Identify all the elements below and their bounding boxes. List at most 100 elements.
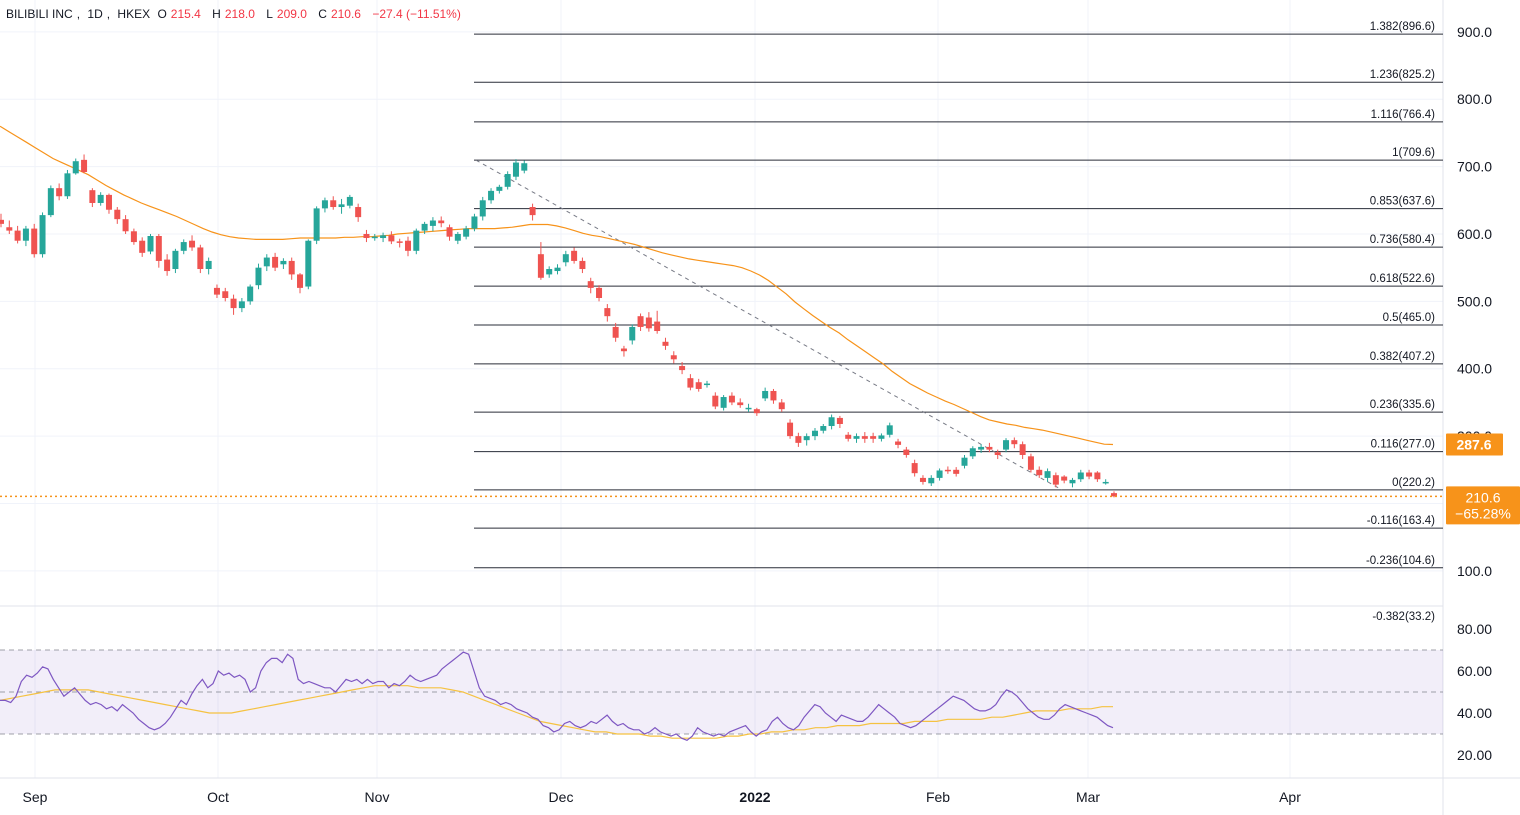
candle-body	[155, 236, 162, 261]
candle-body	[272, 256, 279, 268]
candle-body	[438, 220, 445, 224]
trend-line[interactable]	[475, 159, 1063, 491]
rsi-axis-tick: 60.00	[1457, 663, 1492, 679]
candle-body	[994, 452, 1001, 455]
candle-body	[546, 269, 553, 275]
candle-body	[853, 436, 860, 439]
rsi-line	[0, 651, 1114, 741]
candle-body	[986, 446, 993, 450]
candle-body	[728, 395, 735, 403]
candle-body	[479, 200, 486, 217]
candle-body	[1111, 493, 1117, 497]
fib-level-label: -0.236(104.6)	[1366, 555, 1435, 567]
candle-body	[305, 240, 312, 287]
fib-trend-line	[475, 159, 1063, 491]
candle-body	[537, 254, 544, 278]
candle-body	[870, 436, 877, 439]
candle-body	[745, 407, 752, 410]
candle-body	[845, 434, 852, 439]
candle-body	[861, 436, 868, 439]
candle-body	[0, 219, 4, 224]
candle-body	[22, 228, 29, 241]
candle-body	[961, 457, 968, 466]
candle-body	[404, 240, 411, 251]
symbol-name[interactable]: BILIBILI INC	[6, 7, 73, 21]
candle-body	[114, 209, 121, 220]
price-badges: 287.6 210.6−65.28%	[1446, 433, 1520, 525]
time-axis-label: Apr	[1279, 789, 1301, 805]
last-change-text: −65.28%	[1455, 505, 1511, 521]
candle-body	[787, 422, 794, 437]
candle-body	[6, 227, 13, 231]
price-axis-tick: 700.0	[1457, 159, 1492, 175]
fib-level-label: 0.736(580.4)	[1370, 234, 1435, 246]
candle-body	[222, 291, 229, 298]
ohlc-low: L 209.0	[266, 7, 307, 21]
candle-body	[612, 326, 619, 338]
candle-body	[338, 204, 345, 208]
candle-body	[629, 326, 636, 341]
candle-body	[770, 390, 777, 401]
time-axis-label: 2022	[739, 789, 770, 805]
candle-body	[579, 260, 586, 270]
rsi-axis-tick: 80.00	[1457, 621, 1492, 637]
candle-body	[313, 208, 320, 241]
fib-level-label: 0.382(407.2)	[1370, 351, 1435, 363]
candle-body	[147, 236, 154, 252]
candle-body	[936, 470, 943, 478]
rsi-pane	[0, 649, 1443, 741]
fib-level-label: 0.853(637.6)	[1370, 196, 1435, 208]
candle-body	[737, 402, 744, 406]
candle-body	[1102, 481, 1109, 484]
candle-body	[645, 317, 652, 329]
candle-body	[280, 260, 287, 265]
ma-value-badge	[1446, 433, 1503, 456]
ohlc-change: −27.4 (−11.51%)	[372, 7, 461, 21]
candle-body	[886, 425, 893, 435]
candle-body	[105, 194, 112, 210]
candle-body	[720, 397, 727, 408]
candle-body	[180, 242, 187, 251]
candle-body	[139, 240, 146, 253]
candle-body	[371, 236, 378, 239]
candle-body	[213, 287, 220, 295]
candle-body	[488, 190, 495, 201]
fib-level-label: -0.382(33.2)	[1372, 611, 1435, 623]
candle-body	[263, 257, 270, 267]
fibonacci-levels[interactable]: 1.382(896.6) 1.236(825.2) 1.116(766.4) 1(70…	[474, 21, 1443, 623]
candle-body	[695, 382, 702, 389]
candle-body	[762, 390, 769, 399]
candle-body	[587, 281, 594, 288]
candle-body	[778, 402, 785, 410]
candle-body	[828, 417, 835, 427]
candle-body	[604, 308, 611, 317]
ma-value-text: 287.6	[1456, 436, 1491, 452]
candle-body	[512, 162, 519, 177]
candle-body	[969, 448, 976, 457]
symbol-header[interactable]: BILIBILI INC, 1D, HKEX O 215.4 H 218.0 L 20…	[6, 7, 461, 21]
candle-body	[679, 366, 686, 371]
ohlc-high: H 218.0	[212, 7, 255, 21]
candle-body	[205, 260, 212, 270]
candle-body	[620, 348, 627, 352]
time-axis-label: Feb	[926, 789, 950, 805]
candlestick-series	[0, 154, 1117, 498]
candle-body	[1011, 440, 1018, 445]
candle-body	[687, 378, 694, 388]
candle-body	[89, 190, 96, 203]
symbol-interval[interactable]: 1D	[87, 7, 103, 21]
candle-body	[795, 436, 802, 443]
price-axis-tick: 400.0	[1457, 361, 1492, 377]
candle-body	[363, 233, 370, 239]
candle-body	[380, 235, 387, 239]
candle-body	[919, 477, 926, 482]
candle-body	[878, 435, 885, 439]
candle-body	[529, 207, 536, 216]
time-axis-label: Dec	[549, 789, 574, 805]
candle-body	[803, 436, 810, 441]
candle-body	[1003, 440, 1010, 450]
candle-body	[396, 241, 403, 243]
candle-body	[64, 173, 71, 197]
rsi-axis-tick: 40.00	[1457, 705, 1492, 721]
